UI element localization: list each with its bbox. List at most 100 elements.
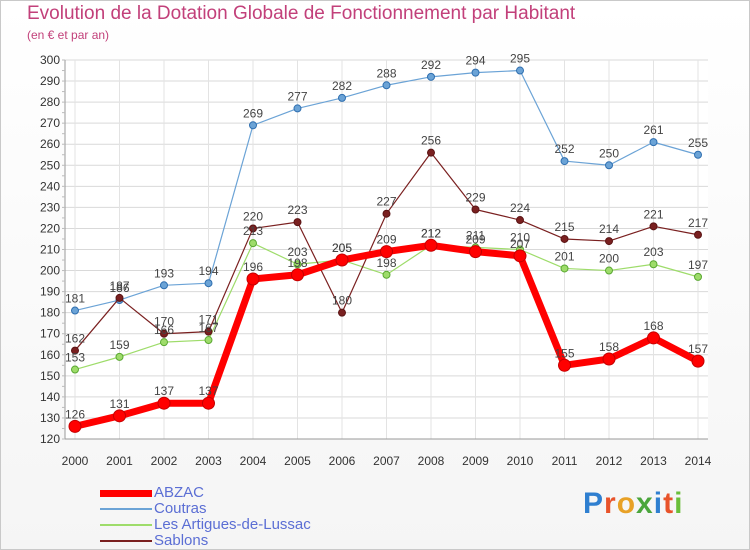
data-point-coutras xyxy=(694,150,702,159)
data-label-les-artigues-de-lussac: 203 xyxy=(643,245,663,259)
legend-label: Sablons xyxy=(154,532,209,549)
logo-letter: r xyxy=(604,487,617,520)
data-label-les-artigues-de-lussac: 211 xyxy=(466,228,485,242)
data-point-les-artigues-de-lussac xyxy=(160,338,168,347)
y-tick-label: 210 xyxy=(40,243,60,257)
data-point-coutras xyxy=(338,93,346,102)
data-point-abzac xyxy=(246,272,260,286)
data-point-coutras xyxy=(204,279,213,288)
data-label-sablons: 223 xyxy=(287,203,307,217)
data-point-coutras xyxy=(249,121,257,130)
logo-letter: i xyxy=(674,487,684,520)
data-point-abzac xyxy=(157,396,171,410)
data-label-coutras: 255 xyxy=(688,136,708,150)
series xyxy=(68,66,705,433)
data-point-les-artigues-de-lussac xyxy=(115,352,124,361)
x-tick-label: 2011 xyxy=(552,454,578,468)
data-label-coutras: 295 xyxy=(510,52,530,66)
x-tick-label: 2003 xyxy=(195,454,222,468)
data-point-sablons xyxy=(471,205,480,214)
data-point-sablons xyxy=(516,216,524,225)
data-point-abzac xyxy=(68,419,82,433)
data-point-abzac xyxy=(380,245,393,259)
data-point-abzac xyxy=(513,249,527,263)
data-point-coutras xyxy=(605,161,613,170)
data-point-les-artigues-de-lussac xyxy=(249,239,257,248)
y-tick-label: 190 xyxy=(40,285,60,299)
data-label-abzac: 137 xyxy=(198,384,218,398)
x-tick-label: 2002 xyxy=(151,454,178,468)
chart-subtitle: (en € et par an) xyxy=(27,28,110,42)
data-label-coutras: 292 xyxy=(421,58,441,72)
x-tick-label: 2007 xyxy=(373,454,400,468)
data-label-coutras: 282 xyxy=(332,79,352,93)
data-point-sablons xyxy=(71,346,79,355)
data-label-abzac: 207 xyxy=(510,237,530,251)
logo-letter: x xyxy=(636,487,654,520)
data-label-les-artigues-de-lussac: 201 xyxy=(554,249,574,263)
x-tick-label: 2012 xyxy=(596,454,623,468)
data-point-coutras xyxy=(649,138,658,147)
data-label-coutras: 261 xyxy=(643,123,663,137)
data-label-sablons: 215 xyxy=(554,220,574,234)
data-label-les-artigues-de-lussac: 212 xyxy=(421,226,441,240)
y-tick-label: 200 xyxy=(40,264,60,278)
axes: 120 130 140 150 160 170 180 190 200 210 220 230 240 2… xyxy=(40,53,712,468)
data-point-coutras xyxy=(160,281,168,290)
data-label-abzac: 198 xyxy=(287,256,307,270)
data-point-abzac xyxy=(469,245,482,259)
y-tick-label: 130 xyxy=(40,411,60,425)
y-tick-label: 120 xyxy=(40,432,60,446)
data-label-abzac: 209 xyxy=(376,233,396,247)
data-point-les-artigues-de-lussac xyxy=(71,365,79,374)
data-label-les-artigues-de-lussac: 198 xyxy=(376,256,396,270)
data-point-sablons xyxy=(694,230,702,239)
data-point-coutras xyxy=(382,81,391,90)
data-label-les-artigues-de-lussac: 167 xyxy=(198,321,218,335)
data-label-abzac: 158 xyxy=(599,340,619,354)
data-point-les-artigues-de-lussac xyxy=(605,266,613,275)
legend-swatch xyxy=(100,490,152,497)
y-tick-label: 300 xyxy=(40,53,60,67)
x-tick-label: 2014 xyxy=(685,454,712,468)
x-tick-label: 2000 xyxy=(62,454,89,468)
data-label-les-artigues-de-lussac: 197 xyxy=(688,258,708,272)
data-point-coutras xyxy=(71,306,79,315)
data-label-abzac: 196 xyxy=(243,260,263,274)
x-tick-label: 2004 xyxy=(240,454,267,468)
data-label-les-artigues-de-lussac: 159 xyxy=(109,338,129,352)
data-label-sablons: 162 xyxy=(65,332,85,346)
data-point-sablons xyxy=(249,224,257,233)
chart-title: Evolution de la Dotation Globale de Fonc… xyxy=(27,3,576,24)
x-tick-label: 2013 xyxy=(640,454,667,468)
data-label-coutras: 181 xyxy=(65,292,85,306)
data-label-sablons: 224 xyxy=(510,201,530,215)
data-label-sablons: 180 xyxy=(332,294,352,308)
data-label-coutras: 277 xyxy=(287,89,307,103)
data-point-coutras xyxy=(293,104,302,113)
y-tick-label: 270 xyxy=(40,116,60,130)
data-label-coutras: 186 xyxy=(109,281,129,295)
data-point-sablons xyxy=(293,218,302,227)
data-point-abzac xyxy=(691,354,705,368)
y-tick-label: 290 xyxy=(40,74,60,88)
data-point-les-artigues-de-lussac xyxy=(293,260,302,269)
x-tick-label: 2005 xyxy=(284,454,311,468)
x-tick-label: 2010 xyxy=(507,454,534,468)
y-tick-label: 180 xyxy=(40,306,60,320)
data-label-les-artigues-de-lussac: 200 xyxy=(599,252,619,266)
data-label-sablons: 187 xyxy=(109,279,129,293)
data-label-sablons: 171 xyxy=(198,313,218,327)
data-label-abzac: 126 xyxy=(65,407,85,421)
data-point-sablons xyxy=(560,234,569,243)
y-tick-label: 160 xyxy=(40,348,60,362)
legend-label: Les Artigues-de-Lussac xyxy=(154,516,311,533)
data-label-sablons: 217 xyxy=(688,216,708,230)
data-label-coutras: 250 xyxy=(599,146,619,160)
data-label-sablons: 229 xyxy=(465,190,485,204)
data-point-abzac xyxy=(602,352,616,366)
data-label-les-artigues-de-lussac: 210 xyxy=(510,231,530,245)
data-label-abzac: 131 xyxy=(109,397,129,411)
data-label-coutras: 252 xyxy=(554,142,574,156)
data-label-sablons: 220 xyxy=(243,209,263,223)
